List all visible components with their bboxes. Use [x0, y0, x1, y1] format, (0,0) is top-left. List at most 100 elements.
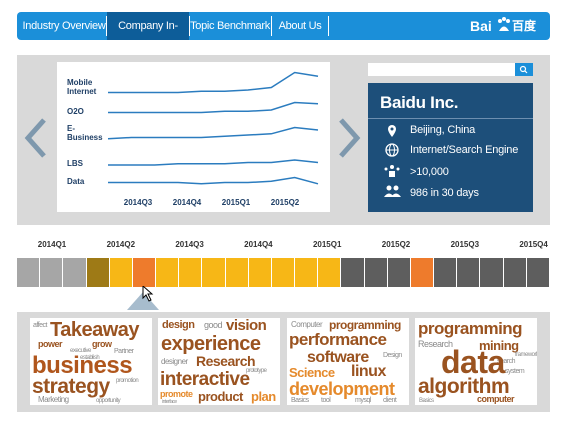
timeline-cell[interactable]: [457, 258, 481, 287]
location: Beijing, China: [410, 124, 476, 136]
word: computer: [477, 394, 515, 404]
timeline-label: 2015Q1: [312, 240, 342, 249]
word: promote: [160, 389, 193, 399]
logo-paw: [498, 17, 510, 31]
timeline-cell[interactable]: [179, 258, 203, 287]
nav-bar: [17, 12, 550, 40]
series-line: [108, 101, 319, 114]
word: Basics: [419, 398, 434, 404]
pointer: [127, 286, 159, 310]
word: development: [289, 379, 395, 399]
series-label: O2O: [67, 106, 84, 116]
timeline-cell[interactable]: [17, 258, 41, 287]
timeline-cell[interactable]: [434, 258, 458, 287]
word: strategy: [32, 375, 110, 398]
next-arrow[interactable]: [337, 118, 361, 158]
timeline-label: 2015Q2: [381, 240, 411, 249]
series-line: [108, 71, 319, 94]
timeline-cell[interactable]: [40, 258, 64, 287]
word-cloud[interactable]: design good vision experience Research d…: [158, 318, 280, 405]
timeline-label: 2014Q4: [244, 240, 273, 249]
x-label: 2014Q3: [123, 198, 153, 207]
word: client: [383, 397, 397, 404]
word: mining: [479, 338, 519, 353]
word: system: [505, 368, 525, 375]
word: good: [204, 320, 223, 330]
word: performance: [289, 330, 387, 349]
timeline-cell[interactable]: [410, 258, 435, 287]
timeline-cell[interactable]: [156, 258, 180, 287]
timeline-label: 2014Q2: [106, 240, 136, 249]
word: promotion: [116, 378, 139, 384]
industry: Internet/Search Engine: [410, 144, 519, 156]
timeline-cell[interactable]: [295, 258, 319, 287]
timeline-cell[interactable]: [86, 258, 110, 287]
search-icon: [519, 65, 528, 74]
separator: [328, 16, 329, 36]
word: vision: [226, 318, 267, 334]
nav-tab[interactable]: Company In-depth: [118, 20, 178, 60]
word-cloud[interactable]: programming Research mining framework se…: [415, 318, 537, 405]
chart-lines: [107, 71, 319, 185]
word: product: [198, 389, 243, 404]
nav-tab[interactable]: Industry Overview: [22, 20, 106, 32]
timeline-cell[interactable]: [248, 258, 272, 287]
word: Basics: [291, 397, 309, 404]
word: interface: [162, 399, 177, 405]
word: business: [32, 352, 133, 379]
timeline-cell[interactable]: [132, 258, 157, 287]
nav-tab[interactable]: Topic Benchmark: [190, 20, 270, 32]
timeline-cell[interactable]: [318, 258, 342, 287]
timeline-cell[interactable]: [63, 258, 87, 287]
timeline-cell[interactable]: [480, 258, 504, 287]
logo-chinese: 百度: [512, 19, 537, 33]
info-icons: [384, 125, 401, 197]
search-box[interactable]: [368, 63, 515, 76]
word: designer: [161, 357, 188, 366]
word: tool: [321, 397, 331, 404]
word: programming: [329, 318, 401, 332]
timeline-cell[interactable]: [503, 258, 527, 287]
timeline-cell[interactable]: [364, 258, 388, 287]
word: Partner: [114, 348, 134, 355]
word: grow: [92, 339, 112, 349]
word-cloud[interactable]: affect Takeaway power grow executive est…: [30, 318, 152, 405]
prev-arrow[interactable]: [24, 118, 48, 158]
word: plan: [251, 389, 276, 404]
timeline-cell[interactable]: [526, 258, 550, 287]
word: prototype: [246, 368, 267, 374]
word: affect: [33, 322, 48, 329]
logo-latin[interactable]: Bai: [470, 18, 492, 34]
series-line: [107, 126, 319, 140]
timeline-label: 2015Q3: [450, 240, 480, 249]
word: Research: [418, 339, 453, 349]
separator: [271, 16, 272, 36]
search-button[interactable]: [515, 63, 533, 76]
word: executive: [70, 348, 91, 354]
timeline-label: 2014Q3: [175, 240, 204, 249]
active-tab-bg: [107, 12, 189, 40]
word: interactive: [160, 369, 250, 390]
series-line: [108, 159, 319, 166]
nav-tab[interactable]: About Us: [278, 20, 322, 32]
employees: >10,000: [410, 166, 449, 178]
timeline-cell[interactable]: [202, 258, 226, 287]
timeline-cell[interactable]: [109, 258, 133, 287]
info-card: Baidu Inc. Beijing, China Internet/Searc…: [368, 83, 533, 212]
word: software: [307, 349, 369, 366]
activity: 986 in 30 days: [410, 187, 479, 199]
timeline-cell[interactable]: [387, 258, 411, 287]
word: Takeaway: [50, 319, 140, 341]
word: mysql: [355, 397, 371, 404]
word: Research: [196, 353, 256, 369]
timeline-label: 2014Q1: [37, 240, 67, 249]
word: Marketing: [38, 395, 69, 404]
word-cloud[interactable]: Computer programming performance softwar…: [287, 318, 409, 405]
timeline-cell[interactable]: [225, 258, 249, 287]
timeline-cell[interactable]: [271, 258, 296, 287]
timeline-cell[interactable]: [341, 258, 365, 287]
word: framework: [515, 352, 537, 358]
separator: [106, 16, 107, 36]
series-label: LBS: [67, 159, 83, 168]
